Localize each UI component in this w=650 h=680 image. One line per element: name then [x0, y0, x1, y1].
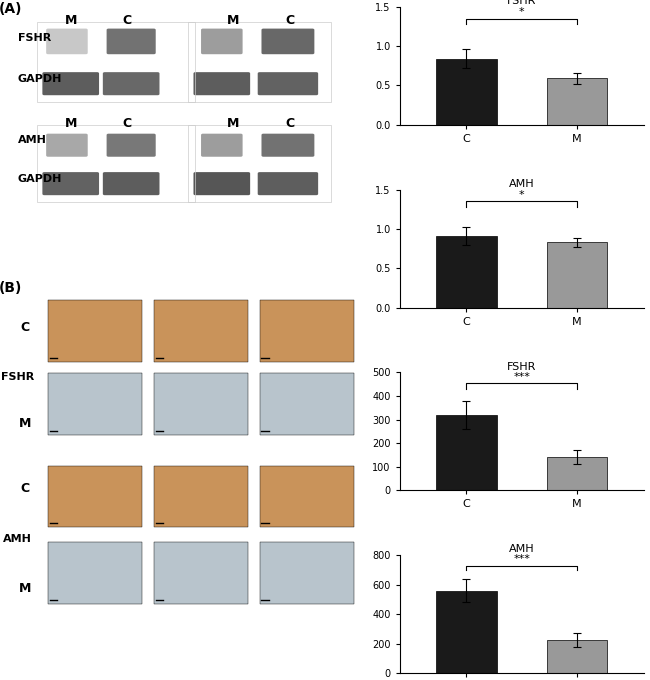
FancyBboxPatch shape — [257, 172, 318, 195]
FancyBboxPatch shape — [257, 72, 318, 95]
FancyBboxPatch shape — [42, 172, 99, 195]
FancyBboxPatch shape — [107, 134, 156, 157]
Bar — [48, 543, 142, 604]
Bar — [188, 22, 332, 101]
Text: M: M — [64, 117, 77, 130]
Title: FSHR: FSHR — [507, 362, 536, 372]
FancyBboxPatch shape — [103, 172, 159, 195]
Text: M: M — [20, 417, 32, 430]
Bar — [36, 124, 196, 201]
Bar — [36, 22, 196, 101]
Title: AMH: AMH — [509, 545, 534, 554]
FancyBboxPatch shape — [194, 172, 250, 195]
Text: C: C — [21, 321, 30, 334]
Bar — [154, 373, 248, 435]
Bar — [259, 466, 354, 527]
Bar — [154, 301, 248, 362]
FancyBboxPatch shape — [46, 29, 88, 54]
Text: C: C — [21, 482, 30, 495]
Text: C: C — [285, 14, 294, 27]
Bar — [436, 58, 497, 124]
Bar — [547, 640, 608, 673]
Text: C: C — [123, 117, 132, 130]
Text: M: M — [64, 14, 77, 27]
Text: (B): (B) — [0, 281, 22, 295]
Bar — [547, 242, 608, 307]
Title: AMH: AMH — [509, 179, 534, 189]
Text: FSHR: FSHR — [1, 372, 34, 382]
Bar — [436, 415, 497, 490]
Bar — [48, 373, 142, 435]
Text: AMH: AMH — [3, 534, 32, 543]
Text: AMH: AMH — [18, 135, 47, 145]
Text: GAPDH: GAPDH — [18, 173, 62, 184]
Bar — [188, 124, 332, 201]
FancyBboxPatch shape — [194, 72, 250, 95]
Text: FSHR: FSHR — [18, 33, 51, 43]
FancyBboxPatch shape — [201, 29, 242, 54]
FancyBboxPatch shape — [103, 72, 159, 95]
Bar — [48, 301, 142, 362]
Text: GAPDH: GAPDH — [18, 73, 62, 84]
Text: *: * — [519, 7, 525, 18]
Bar — [259, 543, 354, 604]
Bar — [547, 458, 608, 490]
Bar — [259, 373, 354, 435]
Bar — [154, 466, 248, 527]
Bar — [48, 466, 142, 527]
Bar — [259, 301, 354, 362]
FancyBboxPatch shape — [42, 72, 99, 95]
Title: FSHR: FSHR — [507, 0, 536, 6]
Text: ***: *** — [514, 554, 530, 564]
FancyBboxPatch shape — [261, 134, 315, 157]
Text: (A): (A) — [0, 1, 23, 16]
Text: C: C — [285, 117, 294, 130]
Text: C: C — [123, 14, 132, 27]
FancyBboxPatch shape — [201, 134, 242, 157]
Bar — [436, 591, 497, 673]
Text: ***: *** — [514, 372, 530, 382]
Text: M: M — [20, 582, 32, 595]
Text: M: M — [227, 117, 239, 130]
Text: M: M — [227, 14, 239, 27]
Bar — [154, 543, 248, 604]
FancyBboxPatch shape — [46, 134, 88, 157]
Text: *: * — [519, 190, 525, 200]
FancyBboxPatch shape — [107, 29, 156, 54]
Bar — [547, 78, 608, 124]
Bar — [436, 236, 497, 307]
FancyBboxPatch shape — [261, 29, 315, 54]
